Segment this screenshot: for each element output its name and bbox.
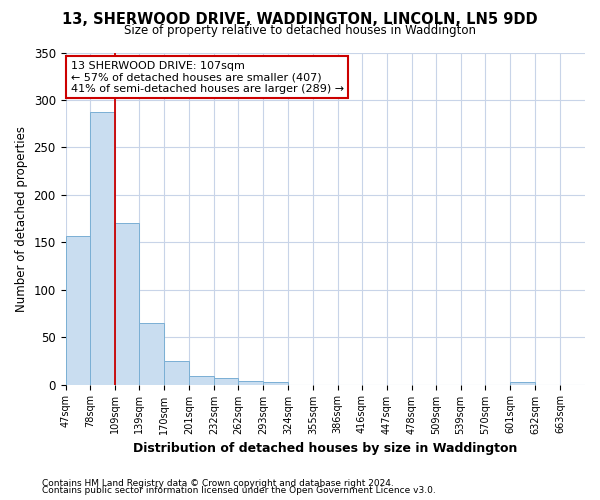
Bar — [511, 382, 535, 384]
Bar — [91, 112, 115, 384]
X-axis label: Distribution of detached houses by size in Waddington: Distribution of detached houses by size … — [133, 442, 517, 455]
Text: 13, SHERWOOD DRIVE, WADDINGTON, LINCOLN, LN5 9DD: 13, SHERWOOD DRIVE, WADDINGTON, LINCOLN,… — [62, 12, 538, 28]
Bar — [214, 378, 238, 384]
Text: Contains public sector information licensed under the Open Government Licence v3: Contains public sector information licen… — [42, 486, 436, 495]
Bar — [65, 236, 91, 384]
Bar — [263, 382, 288, 384]
Text: Size of property relative to detached houses in Waddington: Size of property relative to detached ho… — [124, 24, 476, 37]
Bar — [139, 323, 164, 384]
Bar — [115, 224, 139, 384]
Bar — [189, 376, 214, 384]
Text: 13 SHERWOOD DRIVE: 107sqm
← 57% of detached houses are smaller (407)
41% of semi: 13 SHERWOOD DRIVE: 107sqm ← 57% of detac… — [71, 61, 344, 94]
Y-axis label: Number of detached properties: Number of detached properties — [15, 126, 28, 312]
Bar — [164, 361, 189, 384]
Text: Contains HM Land Registry data © Crown copyright and database right 2024.: Contains HM Land Registry data © Crown c… — [42, 478, 394, 488]
Bar — [238, 381, 263, 384]
